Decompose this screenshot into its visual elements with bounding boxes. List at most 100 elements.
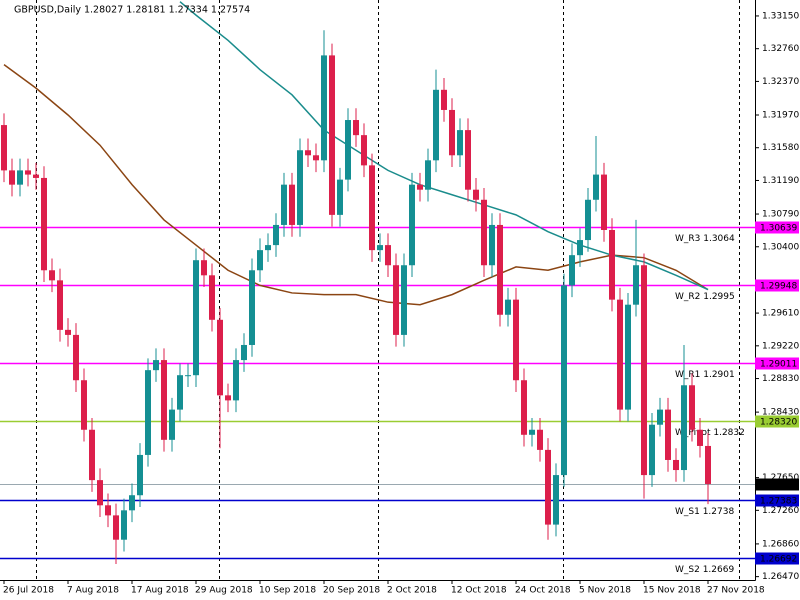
candle-body: [161, 360, 167, 440]
candle-body: [169, 409, 175, 440]
candle-body: [9, 170, 15, 185]
x-tick-label: 17 Aug 2018: [131, 586, 189, 596]
candle-body: [505, 299, 511, 315]
price-box: [755, 415, 799, 428]
price-box-label: 1.29948: [760, 282, 797, 292]
candle-body: [233, 360, 239, 401]
candle-body: [81, 380, 87, 430]
x-tick-label: 10 Sep 2018: [259, 586, 316, 596]
candle-body: [625, 304, 631, 410]
y-tick-label: 1.26470: [762, 572, 799, 582]
candle-body: [265, 245, 271, 251]
candle-body: [361, 135, 367, 166]
candle-body: [369, 165, 375, 251]
price-box: [755, 357, 799, 370]
candle-body: [65, 329, 71, 335]
candle-body: [681, 385, 687, 471]
y-tick-label: 1.33150: [762, 11, 799, 21]
candle-body: [377, 245, 383, 251]
price-box-label: 1.27383: [760, 497, 797, 507]
y-tick-label: 1.32370: [762, 77, 799, 87]
candle-body: [249, 270, 255, 345]
candle-body: [449, 109, 455, 156]
price-box: [755, 221, 799, 234]
y-tick-label: 1.28430: [762, 408, 799, 418]
candle-body: [401, 265, 407, 335]
candle-body: [649, 424, 655, 476]
price-box-label: 1.28320: [760, 418, 797, 428]
candle-body: [489, 224, 495, 266]
candle-body: [569, 255, 575, 286]
price-box: [755, 279, 799, 292]
candle-body: [657, 409, 663, 425]
candle-body: [185, 375, 191, 377]
candle-body: [137, 454, 143, 496]
y-tick-label: 1.26860: [762, 539, 799, 549]
candle-body: [217, 319, 223, 396]
candle-body: [457, 130, 463, 156]
y-tick-label: 1.32760: [762, 44, 799, 54]
candle-body: [289, 184, 295, 225]
candle-body: [601, 174, 607, 230]
price-box-label: 1.27574: [760, 481, 797, 491]
pivot-label: W_S1 1.2738: [675, 507, 734, 517]
candle-body: [409, 184, 415, 266]
candle-body: [481, 199, 487, 266]
x-tick-label: 12 Oct 2018: [451, 586, 507, 596]
candle-body: [577, 240, 583, 256]
candle-body: [433, 89, 439, 161]
candle-body: [129, 495, 135, 511]
price-box-label: 1.30639: [760, 224, 797, 234]
candle-body: [57, 280, 63, 330]
x-tick-label: 27 Nov 2018: [707, 586, 765, 596]
candle-body: [313, 155, 319, 161]
x-tick-label: 29 Aug 2018: [195, 586, 253, 596]
candle-body: [145, 370, 151, 455]
price-box: [755, 552, 799, 565]
pivot-label: W_S2 1.2669: [675, 565, 734, 575]
candle-body: [305, 150, 311, 156]
candle-body: [241, 344, 247, 361]
y-tick-label: 1.30790: [762, 210, 799, 220]
chart-title: GBPUSD,Daily 1.28027 1.28181 1.27334 1.2…: [14, 5, 250, 16]
candle-body: [521, 380, 527, 435]
x-tick-label: 24 Oct 2018: [515, 586, 571, 596]
moving-average: [179, 1, 709, 291]
candle-body: [385, 245, 391, 266]
y-tick-label: 1.31580: [762, 143, 799, 153]
candle-body: [545, 449, 551, 525]
x-tick-label: 7 Aug 2018: [67, 586, 119, 596]
candle-body: [473, 189, 479, 200]
candle-body: [641, 265, 647, 476]
x-tick-label: 20 Sep 2018: [323, 586, 380, 596]
candle-body: [97, 480, 103, 506]
pivot-label: W_R2 1.2995: [675, 292, 735, 302]
candle-body: [25, 170, 31, 175]
candle-body: [593, 174, 599, 200]
candle-body: [281, 184, 287, 225]
candle-body: [345, 120, 351, 180]
x-tick-label: 5 Nov 2018: [579, 586, 631, 596]
candle-body: [553, 475, 559, 525]
candle-body: [121, 510, 127, 540]
candle-body: [273, 224, 279, 246]
candle-body: [33, 174, 39, 178]
price-box: [755, 494, 799, 507]
x-tick-label: 2 Oct 2018: [387, 586, 437, 596]
candle-body: [209, 275, 215, 320]
price-box-label: 1.29011: [760, 360, 797, 370]
moving-average: [3, 64, 709, 306]
candle-body: [689, 385, 695, 430]
candle-body: [585, 199, 591, 241]
candle-body: [297, 150, 303, 225]
y-tick-label: 1.31970: [762, 110, 799, 120]
candle-body: [353, 120, 359, 136]
x-tick-label: 15 Nov 2018: [643, 586, 701, 596]
pivot-label: W_R1 1.2901: [675, 370, 735, 380]
candle-body: [257, 250, 263, 271]
candle-body: [201, 260, 207, 276]
y-tick-label: 1.29220: [762, 341, 799, 351]
candle-body: [561, 285, 567, 476]
candle-body: [537, 429, 543, 450]
